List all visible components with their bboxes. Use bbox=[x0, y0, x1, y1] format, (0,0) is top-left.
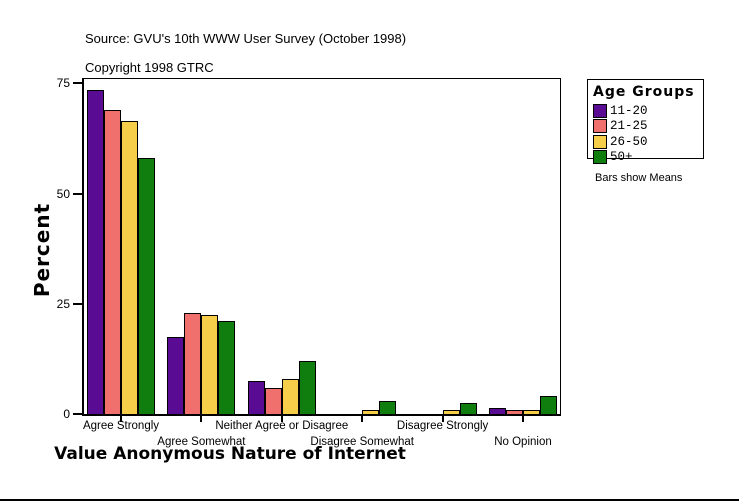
bar-26-50-category-1 bbox=[201, 315, 219, 414]
bar-50+-category-4 bbox=[459, 403, 477, 414]
bar-50+-category-5 bbox=[540, 396, 557, 414]
bar-50+-category-1 bbox=[218, 321, 236, 414]
legend-item-label: 26-50 bbox=[610, 134, 648, 149]
legend-item-50+: 50+ bbox=[593, 150, 703, 166]
x-tick-3 bbox=[361, 416, 364, 422]
bar-50+-category-3 bbox=[379, 401, 397, 414]
legend-item-11-20: 11-20 bbox=[593, 103, 703, 119]
legend-box: Age Groups 11-20 21-25 26-50 50+ bbox=[587, 79, 704, 165]
category-label-1: Agree Somewhat bbox=[157, 436, 246, 448]
y-tick-25 bbox=[73, 302, 82, 305]
chart-title: Value Anonymous Nature of Internet bbox=[54, 444, 406, 464]
legend-swatch-icon bbox=[593, 119, 607, 134]
legend-item-label: 11-20 bbox=[610, 103, 648, 118]
legend-title: Age Groups bbox=[593, 84, 695, 100]
legend-item-26-50: 26-50 bbox=[593, 134, 703, 150]
legend-items: 11-20 21-25 26-50 50+ bbox=[593, 103, 703, 165]
bar-21-25-category-5 bbox=[506, 410, 523, 414]
legend-item-21-25: 21-25 bbox=[593, 119, 703, 135]
source-text: Source: GVU's 10th WWW User Survey (Octo… bbox=[85, 31, 407, 46]
legend-item-label: 21-25 bbox=[610, 119, 648, 134]
y-tick-label-0: 0 bbox=[63, 407, 70, 421]
y-tick-label-25: 25 bbox=[56, 296, 70, 311]
bar-50+-category-0 bbox=[138, 158, 155, 414]
legend-note: Bars show Means bbox=[595, 172, 683, 184]
copyright-text: Copyright 1998 GTRC bbox=[85, 60, 214, 75]
legend-swatch-icon bbox=[593, 150, 607, 165]
bar-11-20-category-0 bbox=[87, 90, 104, 414]
y-tick-75 bbox=[73, 82, 82, 85]
x-tick-0 bbox=[120, 416, 122, 422]
legend-swatch-icon bbox=[593, 103, 607, 118]
y-axis-title: Percent bbox=[30, 202, 54, 298]
bar-26-50-category-2 bbox=[281, 379, 299, 414]
bars-layer bbox=[84, 79, 560, 414]
bar-26-50-category-0 bbox=[121, 121, 138, 414]
bar-26-50-category-4 bbox=[442, 410, 460, 414]
y-tick-0 bbox=[73, 413, 82, 415]
bar-21-25-category-1 bbox=[184, 313, 202, 414]
x-tick-1 bbox=[200, 416, 203, 422]
bar-21-25-category-2 bbox=[264, 388, 282, 414]
category-label-4: Disagree Strongly bbox=[396, 420, 489, 432]
legend-item-label: 50+ bbox=[610, 150, 633, 165]
category-label-3: Disagree Somewhat bbox=[310, 436, 414, 448]
bar-11-20-category-2 bbox=[247, 381, 265, 414]
category-label-5: No Opinion bbox=[494, 436, 552, 448]
category-label-0: Agree Strongly bbox=[82, 420, 160, 432]
bar-11-20-category-5 bbox=[489, 408, 506, 414]
bar-26-50-category-5 bbox=[523, 410, 540, 414]
x-tick-4 bbox=[441, 416, 444, 422]
category-label-2: Neither Agree or Disagree bbox=[215, 420, 349, 432]
bar-11-20-category-1 bbox=[167, 337, 185, 414]
bar-21-25-category-0 bbox=[104, 110, 121, 414]
bar-26-50-category-3 bbox=[362, 410, 380, 414]
x-tick-5 bbox=[522, 416, 524, 422]
y-tick-label-50: 50 bbox=[56, 186, 70, 201]
legend-swatch-icon bbox=[593, 134, 607, 149]
bottom-rule bbox=[0, 499, 739, 501]
y-tick-label-75: 75 bbox=[56, 76, 70, 91]
bar-50+-category-2 bbox=[298, 361, 316, 414]
y-tick-50 bbox=[73, 192, 82, 195]
x-tick-2 bbox=[280, 416, 283, 422]
plot-frame bbox=[82, 78, 561, 416]
